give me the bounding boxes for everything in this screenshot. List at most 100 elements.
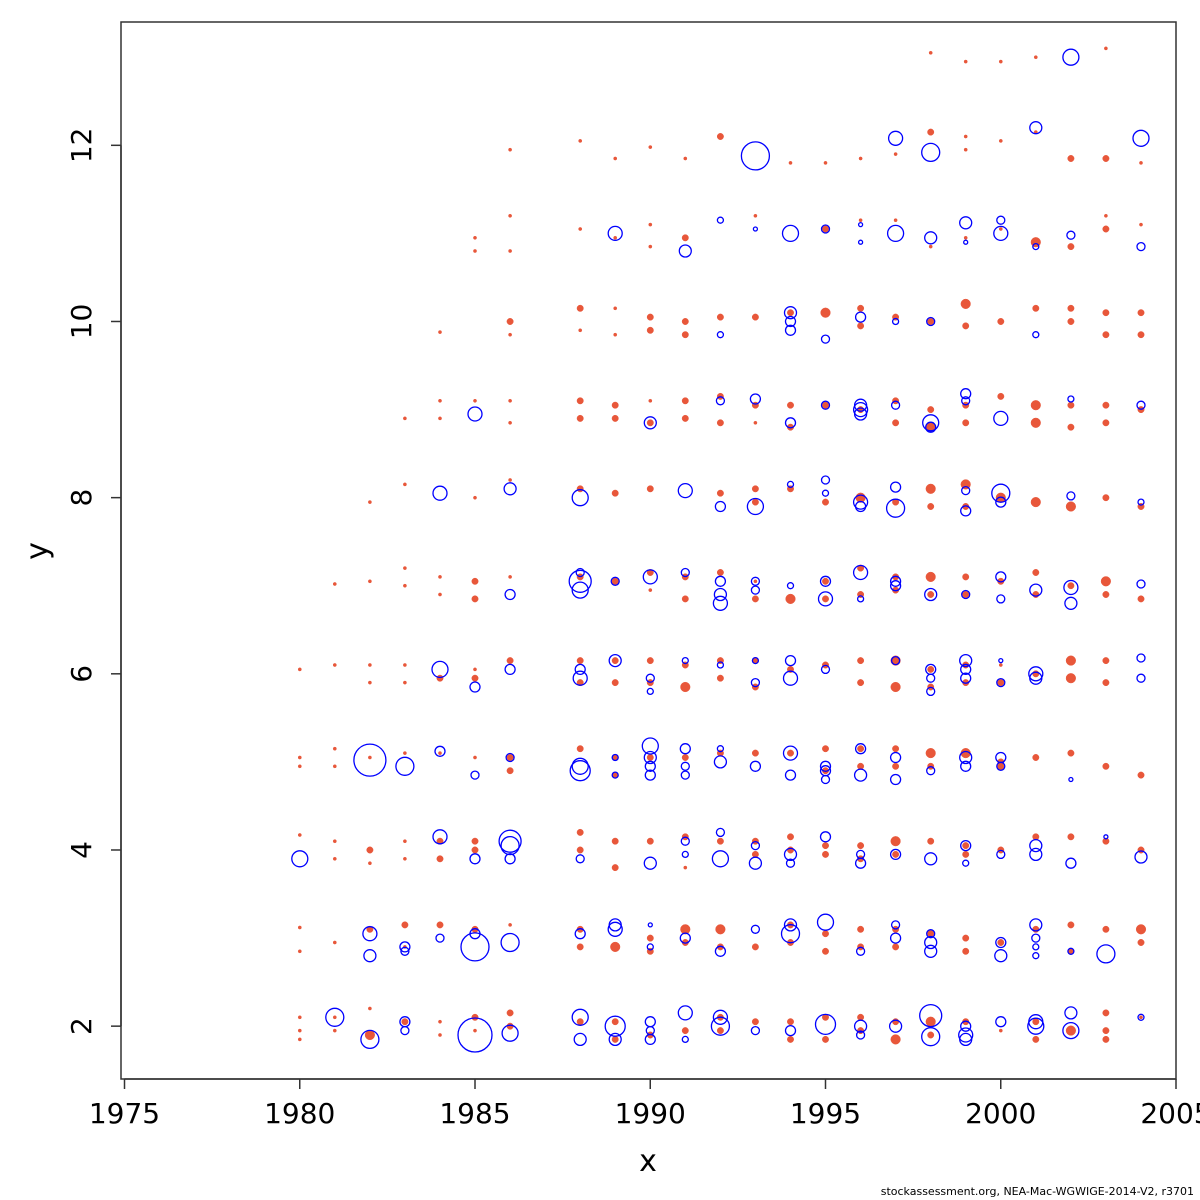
positive-residual-point [716, 569, 724, 576]
positive-residual-point [473, 249, 477, 253]
positive-residual-point [1137, 771, 1145, 779]
x-tick-label: 1975 [89, 1097, 160, 1130]
negative-residual-point [1136, 241, 1146, 252]
positive-residual-point [332, 746, 337, 751]
negative-residual-point [853, 768, 868, 782]
negative-residual-point [1029, 121, 1043, 135]
positive-residual-point [508, 575, 512, 579]
positive-residual-point [822, 577, 829, 585]
positive-residual-point [473, 495, 477, 500]
positive-residual-point [403, 680, 407, 685]
negative-residual-point [963, 239, 969, 245]
positive-residual-point [576, 846, 584, 854]
negative-residual-point [360, 1029, 380, 1050]
negative-residual-point [889, 751, 902, 764]
positive-residual-point [1033, 55, 1038, 60]
negative-residual-point [922, 414, 940, 432]
negative-residual-point [1137, 1013, 1145, 1021]
negative-residual-point [504, 588, 516, 601]
positive-residual-point [401, 1018, 409, 1026]
positive-residual-point [715, 924, 726, 935]
negative-residual-point [644, 1033, 656, 1046]
positive-residual-point [998, 139, 1003, 143]
positive-residual-point [471, 846, 479, 854]
negative-residual-point [960, 663, 972, 676]
negative-residual-point [780, 924, 801, 944]
negative-residual-point [1032, 331, 1040, 339]
negative-residual-point [959, 1032, 973, 1047]
positive-residual-point [716, 837, 724, 845]
positive-residual-point [648, 398, 653, 403]
positive-residual-point [890, 681, 901, 693]
negative-residual-point [890, 655, 901, 666]
positive-residual-point [576, 397, 584, 405]
negative-residual-point [607, 921, 623, 937]
positive-residual-point [1139, 161, 1143, 165]
negative-residual-point [498, 829, 522, 853]
y-tick-label: 4 [65, 841, 98, 859]
positive-residual-point [611, 837, 619, 845]
positive-residual-point [473, 1028, 477, 1033]
positive-residual-point [506, 657, 514, 665]
negative-residual-point [569, 760, 591, 782]
negative-residual-point [1096, 944, 1116, 964]
positive-residual-point [1102, 679, 1110, 687]
negative-residual-point [1062, 48, 1080, 66]
positive-residual-point [611, 414, 619, 422]
negative-residual-point [677, 482, 693, 499]
positive-residual-point [997, 679, 1005, 687]
positive-residual-point [857, 322, 865, 330]
negative-residual-point [960, 672, 972, 684]
negative-residual-point [500, 835, 520, 856]
negative-residual-point [960, 760, 972, 772]
negative-residual-point [432, 485, 448, 501]
positive-residual-point [611, 657, 619, 665]
positive-residual-point [610, 941, 621, 952]
negative-residual-point [679, 932, 691, 944]
negative-residual-point [816, 913, 835, 931]
negative-residual-point [1132, 129, 1150, 147]
negative-residual-point [716, 745, 725, 753]
positive-residual-point [1102, 1009, 1110, 1017]
positive-residual-point [1065, 1025, 1076, 1036]
negative-residual-point [681, 1035, 689, 1044]
positive-residual-point [368, 1006, 372, 1011]
positive-residual-point [1135, 924, 1147, 935]
negative-residual-point [711, 850, 730, 868]
negative-residual-point [926, 686, 936, 697]
positive-residual-point [998, 663, 1003, 667]
positive-residual-point [927, 1031, 935, 1039]
positive-residual-point [1067, 921, 1075, 929]
positive-residual-point [1137, 331, 1145, 339]
positive-residual-point [787, 833, 794, 841]
positive-residual-point [858, 218, 863, 223]
negative-residual-point [1029, 918, 1043, 932]
x-tick-label: 2000 [965, 1097, 1036, 1130]
negative-residual-point [714, 500, 727, 513]
negative-residual-point [750, 840, 761, 851]
positive-residual-point [436, 921, 444, 929]
positive-residual-point [401, 921, 409, 929]
negative-residual-point [996, 677, 1006, 688]
negative-residual-point [853, 407, 868, 421]
positive-residual-point [297, 667, 302, 672]
positive-residual-point [646, 934, 654, 942]
positive-residual-point [438, 330, 442, 334]
negative-residual-point [571, 489, 589, 507]
positive-residual-point [893, 152, 898, 156]
positive-residual-point [787, 309, 794, 317]
positive-residual-point [646, 419, 654, 427]
negative-residual-point [961, 485, 971, 496]
negative-residual-point [716, 216, 725, 224]
positive-residual-point [892, 1018, 900, 1026]
negative-residual-point [820, 400, 831, 410]
negative-residual-point [856, 595, 865, 603]
negative-residual-point [715, 396, 726, 406]
negative-residual-point [608, 1032, 622, 1047]
negative-residual-point [712, 1009, 729, 1025]
positive-residual-point [297, 925, 302, 930]
negative-residual-point [1032, 943, 1040, 951]
negative-residual-point [571, 1008, 589, 1026]
positive-residual-point [646, 326, 654, 334]
positive-residual-point [576, 304, 584, 312]
